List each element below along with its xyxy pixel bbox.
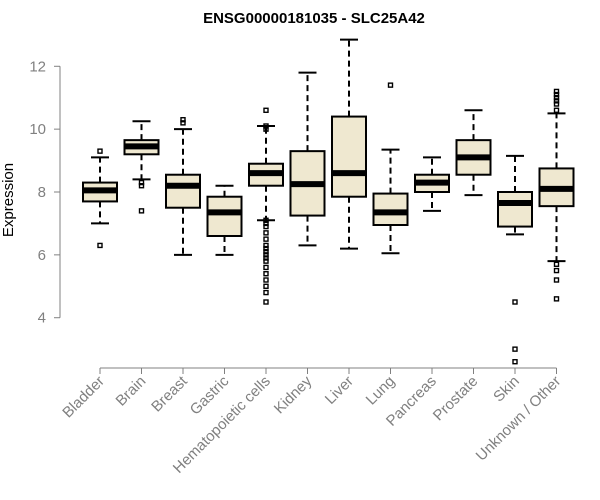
outlier-point	[263, 264, 269, 271]
outlier-point	[138, 183, 145, 189]
box-series	[82, 38, 575, 365]
box-kidney	[289, 71, 326, 247]
box-iqr	[497, 191, 533, 228]
box-unknown-other	[538, 88, 575, 302]
box-lung	[372, 82, 409, 255]
outlier-point	[553, 107, 560, 113]
y-tick-label: 8	[38, 184, 46, 201]
x-tick-label: Brain	[113, 373, 150, 410]
outlier-point	[263, 283, 269, 289]
outlier-point	[553, 261, 560, 267]
y-axis: 4 6 8 10 12	[29, 58, 61, 327]
x-tick-label: Skin	[490, 373, 523, 406]
y-tick-label: 12	[29, 58, 46, 75]
box-iqr	[331, 115, 367, 198]
x-tick-label: Prostate	[430, 373, 482, 425]
outlier-point	[512, 299, 518, 305]
box-breast	[165, 117, 201, 256]
x-tick-label: Kidney	[271, 372, 316, 417]
outlier-point	[263, 255, 269, 261]
outlier-point	[263, 123, 269, 129]
x-tick-label: Lung	[363, 373, 399, 409]
outlier-point	[97, 148, 103, 154]
outlier-point	[553, 267, 560, 274]
outlier-point	[263, 258, 269, 264]
box-liver	[331, 38, 367, 250]
outlier-point	[263, 245, 269, 252]
x-tick-label: Breast	[148, 372, 191, 415]
outlier-point	[263, 230, 269, 236]
outlier-point	[263, 242, 269, 249]
outlier-point	[263, 299, 269, 305]
outlier-point	[263, 217, 269, 223]
x-tick-label: Bladder	[59, 373, 108, 422]
outlier-point	[138, 179, 145, 186]
outlier-point	[387, 82, 394, 88]
x-tick-label: Liver	[322, 373, 357, 408]
y-tick-label: 10	[29, 121, 46, 138]
outlier-point	[263, 277, 269, 283]
outlier-point	[553, 277, 560, 283]
box-prostate	[455, 109, 492, 197]
outlier-point	[263, 236, 269, 242]
outlier-point	[263, 289, 269, 296]
outlier-point	[263, 223, 269, 230]
outlier-point	[553, 98, 560, 104]
outlier-point	[263, 126, 269, 132]
box-brain	[123, 120, 160, 214]
outlier-point	[263, 107, 269, 113]
y-tick-label: 4	[38, 310, 46, 327]
outlier-point	[263, 252, 269, 258]
outlier-point	[553, 296, 560, 302]
outlier-point	[138, 208, 145, 214]
chart-title: ENSG00000181035 - SLC25A42	[203, 10, 425, 27]
box-iqr	[206, 195, 243, 237]
outlier-point	[263, 220, 269, 227]
box-pancreas	[414, 156, 450, 212]
outlier-point	[512, 359, 518, 365]
outlier-point	[180, 120, 186, 126]
y-tick-label: 6	[38, 247, 46, 264]
outlier-point	[512, 346, 518, 352]
box-iqr	[165, 173, 201, 209]
outlier-point	[553, 95, 560, 101]
box-bladder	[82, 148, 118, 249]
outlier-point	[553, 88, 560, 95]
box-skin	[497, 154, 533, 365]
outlier-point	[553, 101, 560, 107]
outlier-point	[180, 117, 186, 123]
y-axis-label: Expression	[0, 163, 17, 237]
outlier-point	[553, 91, 560, 98]
outlier-point	[263, 249, 269, 255]
outlier-point	[263, 271, 269, 277]
box-hematopoietic-cells	[248, 107, 284, 305]
outlier-point	[97, 242, 103, 249]
box-gastric	[206, 184, 243, 256]
box-iqr	[372, 192, 409, 226]
